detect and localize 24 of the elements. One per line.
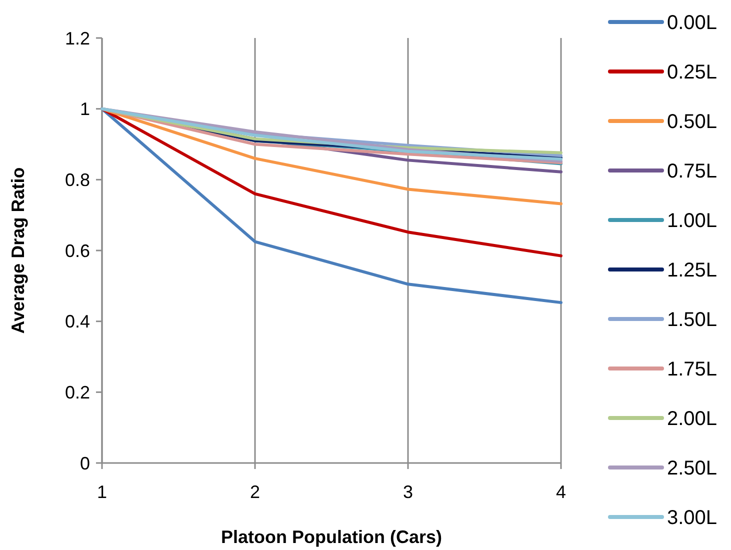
x-tick-label: 4: [556, 482, 566, 502]
y-tick-label: 0.8: [64, 170, 90, 190]
legend-label: 1.50L: [667, 309, 718, 331]
y-tick-label: 0.2: [64, 382, 90, 402]
legend-label: 0.75L: [667, 160, 718, 182]
legend-label: 1.25L: [667, 260, 718, 282]
x-tick-label: 3: [402, 482, 414, 502]
x-tick-label: 1: [96, 482, 108, 502]
y-tick-label: 1.2: [64, 28, 90, 48]
x-axis-title: Platoon Population (Cars): [220, 527, 442, 547]
legend-label: 1.75L: [667, 358, 718, 380]
legend-label: 0.00L: [667, 12, 718, 34]
legend-label: 2.00L: [667, 408, 718, 430]
legend-label: 1.00L: [667, 210, 718, 232]
x-tick-label: 2: [250, 482, 260, 502]
legend-label: 3.00L: [667, 507, 718, 529]
legend-label: 0.50L: [667, 111, 718, 133]
y-tick-label: 0: [80, 453, 90, 474]
y-axis-title: Average Drag Ratio: [8, 167, 28, 334]
legend-label: 0.25L: [667, 62, 718, 84]
legend-label: 2.50L: [667, 458, 718, 480]
y-tick-label: 1: [80, 99, 90, 120]
y-tick-label: 0.4: [64, 312, 90, 332]
y-tick-label: 0.6: [64, 240, 90, 261]
